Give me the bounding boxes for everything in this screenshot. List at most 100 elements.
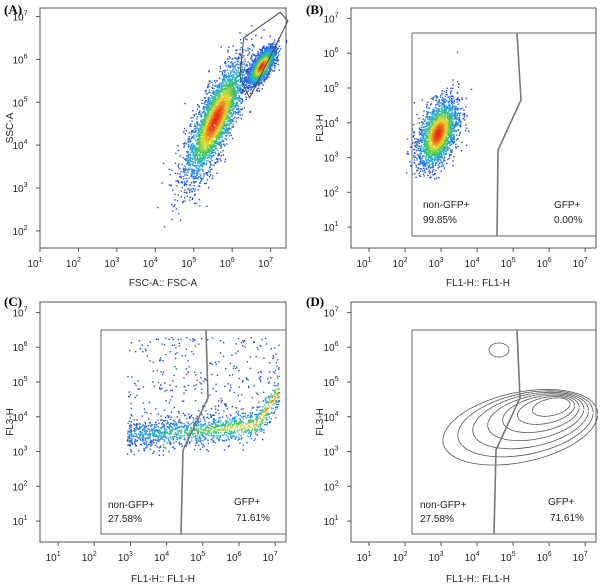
scatter-point — [208, 96, 210, 99]
scatter-point — [188, 167, 190, 169]
scatter-point — [208, 107, 210, 110]
scatter-point — [210, 123, 212, 126]
scatter-point — [225, 98, 227, 100]
scatter-point — [189, 125, 191, 127]
scatter-point — [220, 122, 222, 125]
scatter-point — [213, 149, 215, 151]
scatter-point — [278, 45, 281, 47]
scatter-point — [221, 97, 224, 99]
scatter-point — [223, 80, 226, 82]
scatter-point — [243, 81, 246, 84]
scatter-point — [212, 151, 215, 154]
scatter-point — [220, 118, 223, 120]
scatter-point — [262, 65, 264, 68]
scatter-point — [260, 56, 262, 58]
scatter-point — [247, 54, 249, 56]
scatter-point — [205, 162, 208, 165]
scatter-point — [204, 103, 206, 105]
scatter-point — [212, 103, 214, 105]
scatter-point — [202, 154, 204, 156]
scatter-point — [231, 77, 233, 79]
scatter-point — [232, 102, 234, 104]
scatter-point — [250, 86, 252, 88]
scatter-point — [201, 99, 203, 101]
scatter-point — [268, 66, 270, 68]
scatter-point — [185, 183, 187, 186]
scatter-point — [203, 182, 206, 185]
scatter-point — [229, 105, 231, 107]
scatter-point — [234, 66, 236, 69]
scatter-point — [264, 67, 267, 69]
scatter-point — [205, 142, 207, 144]
scatter-point — [225, 95, 228, 97]
scatter-point — [192, 169, 195, 171]
scatter-point — [197, 170, 200, 173]
scatter-point — [189, 139, 191, 141]
scatter-point — [215, 140, 218, 142]
scatter-point — [248, 75, 250, 77]
scatter-point — [215, 161, 218, 163]
scatter-point — [196, 167, 198, 170]
scatter-point — [203, 102, 205, 104]
scatter-point — [247, 47, 249, 49]
scatter-point — [205, 153, 208, 156]
scatter-point — [224, 61, 227, 63]
scatter-point — [241, 74, 244, 76]
scatter-point — [237, 104, 239, 106]
scatter-point — [174, 172, 177, 175]
scatter-point — [203, 129, 205, 131]
scatter-point — [252, 78, 254, 80]
scatter-point — [240, 87, 242, 90]
scatter-point — [230, 98, 232, 100]
scatter-point — [204, 120, 207, 122]
scatter-point — [225, 83, 228, 85]
scatter-point — [236, 72, 238, 74]
scatter-point — [184, 172, 186, 174]
scatter-point — [194, 193, 196, 195]
scatter-point — [217, 127, 220, 130]
scatter-point — [220, 90, 222, 92]
scatter-point — [239, 89, 241, 91]
scatter-point — [180, 175, 182, 178]
scatter-point — [235, 108, 238, 110]
scatter-point — [182, 156, 184, 159]
scatter-point — [193, 164, 195, 166]
scatter-point — [251, 76, 254, 78]
scatter-point — [198, 146, 200, 148]
scatter-point — [199, 165, 201, 167]
scatter-point — [251, 70, 254, 72]
scatter-point — [279, 48, 282, 50]
scatter-point — [221, 88, 223, 90]
scatter-point — [247, 90, 249, 92]
scatter-point — [237, 66, 239, 68]
scatter-point — [236, 102, 238, 105]
scatter-point — [255, 84, 258, 86]
scatter-point — [251, 63, 253, 65]
scatter-point — [187, 151, 190, 153]
scatter-point — [208, 148, 210, 150]
scatter-point — [232, 103, 234, 105]
scatter-point — [207, 146, 209, 148]
scatter-point — [262, 62, 265, 64]
scatter-point — [200, 175, 202, 177]
scatter-point — [249, 81, 251, 84]
scatter-point — [229, 65, 231, 67]
scatter-point — [197, 165, 199, 167]
scatter-point — [271, 60, 274, 63]
scatter-point — [243, 78, 245, 80]
scatter-point — [191, 130, 193, 132]
scatter-point — [254, 64, 256, 66]
scatter-point — [259, 61, 262, 63]
scatter-point — [194, 155, 196, 157]
scatter-point — [249, 92, 252, 95]
scatter-point — [270, 58, 273, 61]
scatter-point — [233, 107, 235, 110]
scatter-point — [248, 82, 250, 84]
scatter-point — [223, 115, 225, 117]
scatter-point — [191, 171, 194, 173]
scatter-point — [215, 103, 217, 106]
scatter-point — [208, 85, 210, 87]
scatter-point — [226, 130, 228, 132]
scatter-point — [182, 200, 184, 203]
scatter-point — [194, 147, 196, 149]
